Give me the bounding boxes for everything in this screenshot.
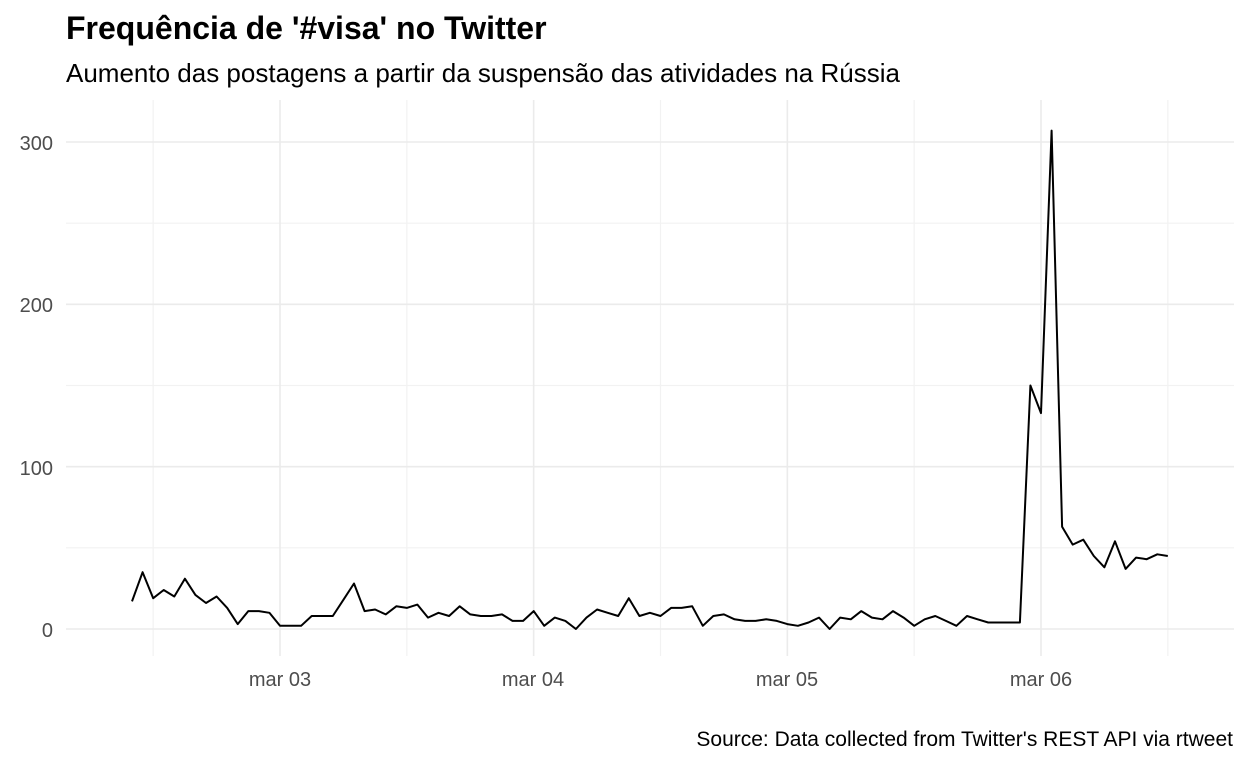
x-axis-tick-labels: mar 03 mar 04 mar 05 mar 06 (249, 669, 1072, 691)
y-axis-tick-labels: 0 100 200 300 (20, 133, 53, 642)
major-x-gridlines (279, 100, 1042, 656)
y-tick-label: 100 (20, 458, 53, 480)
chart-title: Frequência de '#visa' no Twitter (66, 10, 547, 46)
series-layer (131, 129, 1168, 630)
x-tick-label: mar 04 (502, 669, 564, 691)
minor-x-gridlines (152, 100, 1169, 656)
x-tick-label: mar 06 (1010, 669, 1072, 691)
y-tick-label: 0 (42, 620, 53, 642)
chart-caption: Source: Data collected from Twitter's RE… (696, 728, 1233, 751)
y-tick-label: 200 (20, 295, 53, 317)
x-tick-label: mar 05 (756, 669, 818, 691)
series-line (131, 129, 1168, 630)
y-tick-label: 300 (20, 133, 53, 155)
minor-y-gridlines (66, 222, 1234, 549)
chart-subtitle: Aumento das postagens a partir da suspen… (66, 58, 900, 88)
x-tick-label: mar 03 (249, 669, 311, 691)
major-y-gridlines (66, 141, 1234, 630)
